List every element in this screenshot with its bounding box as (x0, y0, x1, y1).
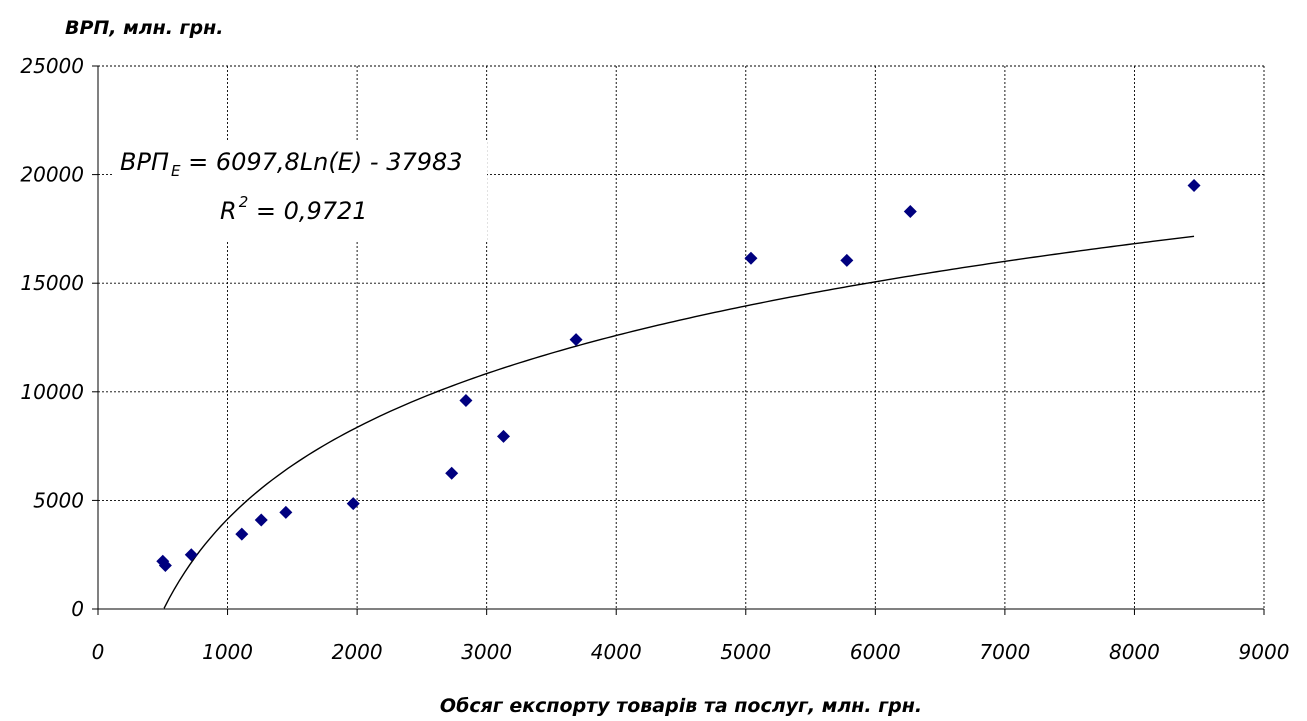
axes (92, 65, 1265, 615)
y-tick-label: 5000 (33, 488, 84, 512)
y-tick-labels: 0 5000 10000 15000 20000 25000 (20, 54, 84, 621)
x-tick-label: 7000 (979, 640, 1030, 664)
x-tick-label: 8000 (1109, 640, 1160, 664)
x-tick-label: 4000 (591, 640, 642, 664)
trendline (163, 235, 1195, 609)
y-tick-label: 20000 (20, 163, 84, 187)
x-tick-label: 1000 (202, 640, 253, 664)
r-squared-value: = 0,9721 (248, 197, 367, 225)
data-point (158, 559, 172, 573)
y-tick-label: 0 (71, 597, 84, 621)
equation-line: ВРП E = 6097,8Ln(E) - 37983 (120, 148, 463, 180)
x-tick-label: 5000 (720, 640, 771, 664)
data-point (459, 393, 473, 407)
x-axis-title: Обсяг експорту товарів та послуг, млн. г… (440, 695, 922, 717)
x-tick-label: 2000 (332, 640, 383, 664)
x-tick-label: 9000 (1239, 640, 1290, 664)
data-point (1187, 178, 1201, 192)
equation-lhs-subscript: E (171, 162, 181, 180)
y-axis-title: ВРП, млн. грн. (65, 17, 223, 39)
r-squared-base: R (220, 197, 237, 225)
x-tick-labels: 0 1000 2000 3000 4000 5000 6000 7000 8000 9000 (92, 640, 1290, 664)
x-tick-label: 0 (92, 640, 105, 664)
data-point (254, 513, 268, 527)
data-point (744, 251, 758, 265)
r-squared-superscript: 2 (239, 193, 249, 211)
data-point (235, 527, 249, 541)
data-point (279, 505, 293, 519)
data-point (903, 205, 917, 219)
data-point (569, 333, 583, 347)
x-tick-label: 6000 (850, 640, 901, 664)
equation-rhs: = 6097,8Ln(E) - 37983 (180, 148, 462, 176)
data-point (840, 253, 854, 267)
equation-lhs: ВРП (120, 148, 169, 176)
data-point (497, 429, 511, 443)
equation-background (112, 140, 487, 240)
y-tick-label: 10000 (20, 380, 84, 404)
data-points (156, 178, 1201, 573)
y-tick-label: 25000 (20, 54, 84, 78)
x-tick-label: 3000 (461, 640, 512, 664)
y-tick-label: 15000 (20, 271, 84, 295)
data-point (346, 497, 360, 511)
data-point (445, 466, 459, 480)
data-point (184, 548, 198, 562)
